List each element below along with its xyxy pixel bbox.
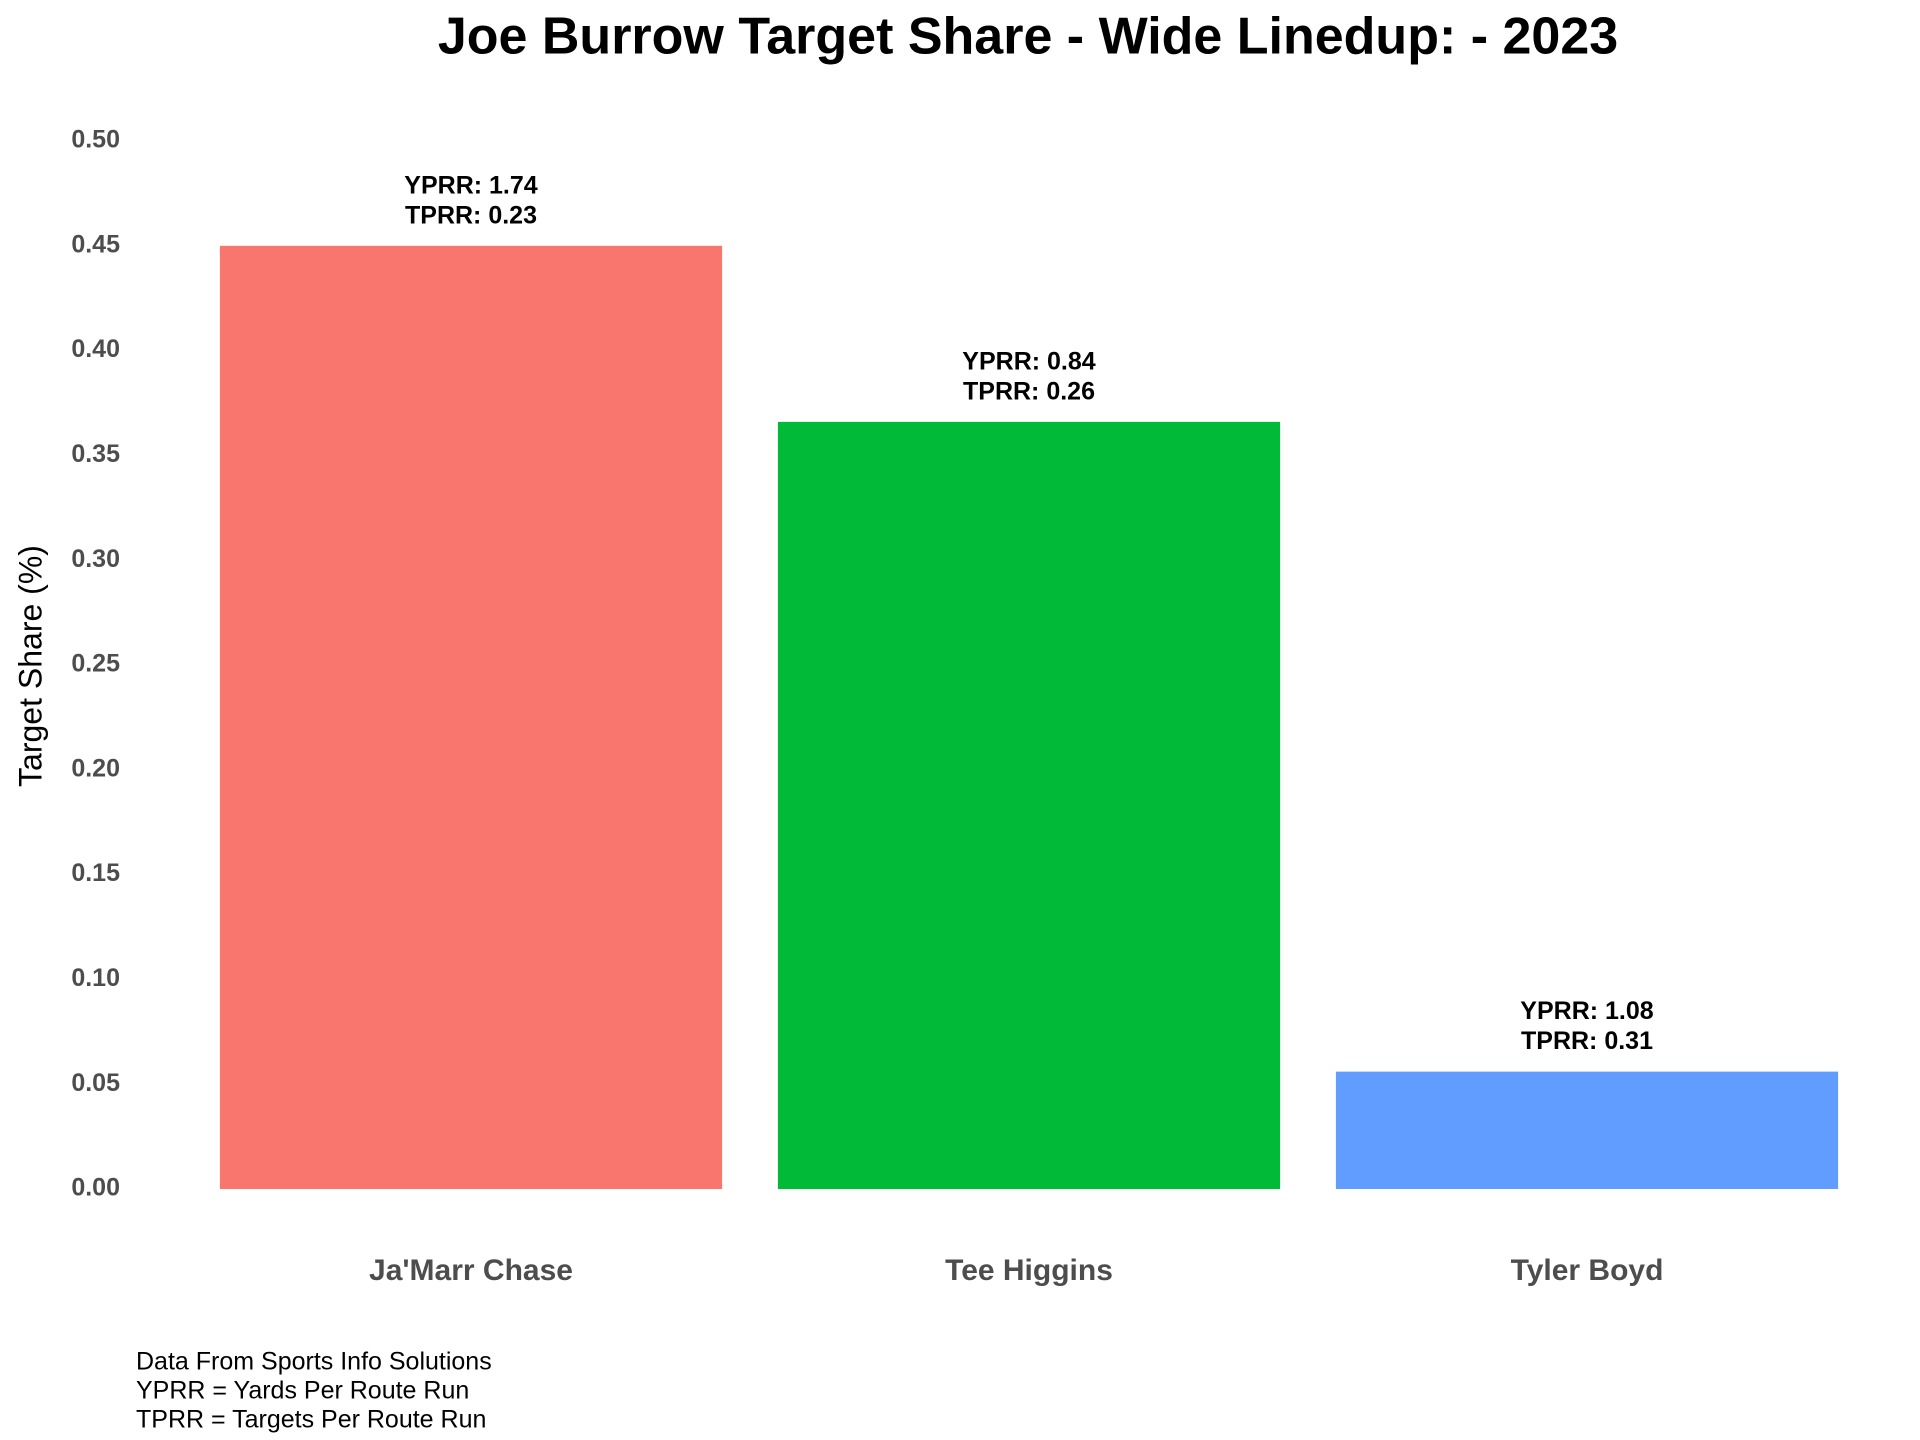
y-tick-label: 0.15 (71, 859, 120, 887)
bar (1335, 1071, 1839, 1189)
bar-annotation: TPRR: 0.26 (963, 377, 1095, 405)
chart-title: Joe Burrow Target Share - Wide Linedup: … (438, 8, 1618, 66)
x-tick-label: Ja'Marr Chase (369, 1254, 573, 1287)
caption: YPRR = Yards Per Route Run (136, 1377, 469, 1405)
y-tick-label: 0.05 (71, 1069, 120, 1097)
bar-annotation: YPRR: 1.08 (1520, 997, 1653, 1025)
y-tick-label: 0.25 (71, 650, 120, 678)
y-tick-label: 0.30 (71, 545, 120, 573)
bar-annotation: TPRR: 0.31 (1521, 1027, 1653, 1055)
y-tick-label: 0.35 (71, 440, 120, 468)
y-tick-label: 0.45 (71, 230, 120, 258)
y-axis-label: Target Share (%) (12, 545, 48, 787)
y-tick-label: 0.20 (71, 754, 120, 782)
bar-annotation: YPRR: 0.84 (962, 347, 1095, 375)
y-tick-label: 0.00 (71, 1174, 120, 1202)
x-tick-label: Tyler Boyd (1511, 1254, 1664, 1287)
caption: TPRR = Targets Per Route Run (136, 1406, 486, 1434)
y-tick-label: 0.50 (71, 126, 120, 154)
bar-annotation: TPRR: 0.23 (405, 201, 537, 229)
bar (777, 421, 1281, 1189)
bar-annotation: YPRR: 1.74 (404, 171, 537, 199)
x-tick-label: Tee Higgins (945, 1254, 1113, 1287)
y-tick-label: 0.40 (71, 335, 120, 363)
y-tick-label: 0.10 (71, 964, 120, 992)
caption: Data From Sports Info Solutions (136, 1348, 492, 1376)
bar (219, 245, 723, 1190)
